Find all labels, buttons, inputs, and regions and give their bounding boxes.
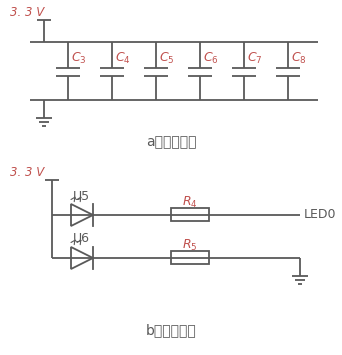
- Text: $R_4$: $R_4$: [182, 195, 198, 209]
- Text: $C_{7}$: $C_{7}$: [247, 50, 263, 66]
- Text: 3. 3 V: 3. 3 V: [10, 5, 44, 18]
- Text: $R_5$: $R_5$: [182, 237, 198, 252]
- Text: U5: U5: [73, 190, 90, 202]
- Text: LED0: LED0: [304, 208, 337, 222]
- Text: b）指示电路: b）指示电路: [146, 323, 196, 337]
- Text: $C_{6}$: $C_{6}$: [203, 50, 219, 66]
- Text: a）滤波电路: a）滤波电路: [146, 135, 196, 149]
- Text: 3. 3 V: 3. 3 V: [10, 165, 44, 179]
- Bar: [171, 251, 209, 264]
- Text: U6: U6: [73, 233, 90, 246]
- Text: $C_{8}$: $C_{8}$: [291, 50, 307, 66]
- Polygon shape: [71, 247, 93, 269]
- Text: $C_{3}$: $C_{3}$: [71, 50, 87, 66]
- Bar: [171, 208, 209, 221]
- Polygon shape: [71, 204, 93, 226]
- Text: $C_{4}$: $C_{4}$: [115, 50, 131, 66]
- Text: $C_{5}$: $C_{5}$: [159, 50, 174, 66]
